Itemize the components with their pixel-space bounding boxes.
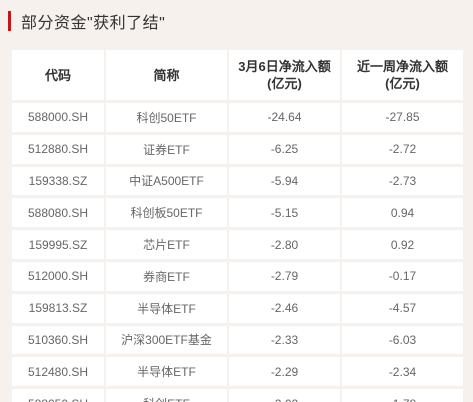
header-week-inflow: 近一周净流入额 (亿元) <box>340 50 463 100</box>
header-name: 简称 <box>104 50 227 100</box>
cell-name: 券商ETF <box>104 261 227 291</box>
fund-flow-table: 代码 简称 3月6日净流入额 (亿元) 近一周净流入额 (亿元) 588000.… <box>12 47 463 402</box>
cell-code: 588000.SH <box>12 103 104 132</box>
cell-week-inflow: -2.73 <box>340 166 463 196</box>
cell-week-inflow: 0.92 <box>340 230 463 259</box>
cell-week-inflow: -1.78 <box>340 389 463 402</box>
cell-mar6-inflow: -24.64 <box>227 103 340 132</box>
header-mar6-inflow: 3月6日净流入额 (亿元) <box>227 50 340 100</box>
cell-code: 159338.SZ <box>12 166 104 196</box>
cell-name: 中证A500ETF <box>104 166 227 196</box>
header-code: 代码 <box>12 50 104 100</box>
table-row: 510360.SH 沪深300ETF基金 -2.33 -6.03 <box>12 325 463 355</box>
cell-mar6-inflow: -2.29 <box>227 357 340 387</box>
cell-mar6-inflow: -6.25 <box>227 134 340 164</box>
cell-code: 588050.SH <box>12 389 104 402</box>
cell-code: 512000.SH <box>12 261 104 291</box>
cell-week-inflow: -0.17 <box>340 261 463 291</box>
cell-week-inflow: -27.85 <box>340 103 463 132</box>
cell-name: 科创50ETF <box>104 103 227 132</box>
table-row: 512480.SH 半导体ETF -2.29 -2.34 <box>12 357 463 387</box>
cell-code: 159813.SZ <box>12 293 104 323</box>
cell-name: 芯片ETF <box>104 230 227 259</box>
cell-week-inflow: -2.34 <box>340 357 463 387</box>
cell-code: 588080.SH <box>12 198 104 228</box>
cell-code: 159995.SZ <box>12 230 104 259</box>
cell-name: 沪深300ETF基金 <box>104 325 227 355</box>
title-accent-bar <box>8 11 11 31</box>
cell-name: 科创ETF <box>104 389 227 402</box>
table-row: 512880.SH 证券ETF -6.25 -2.72 <box>12 134 463 164</box>
cell-week-inflow: -2.72 <box>340 134 463 164</box>
cell-name: 半导体ETF <box>104 293 227 323</box>
table-row: 159338.SZ 中证A500ETF -5.94 -2.73 <box>12 166 463 196</box>
cell-week-inflow: -4.57 <box>340 293 463 323</box>
header-week-label: 近一周净流入额 <box>356 59 448 74</box>
table-body: 588000.SH 科创50ETF -24.64 -27.85 512880.SH 证券E… <box>12 103 463 402</box>
cell-week-inflow: 0.94 <box>340 198 463 228</box>
cell-week-inflow: -6.03 <box>340 325 463 355</box>
cell-mar6-inflow: -2.33 <box>227 325 340 355</box>
cell-name: 半导体ETF <box>104 357 227 387</box>
table-row: 159995.SZ 芯片ETF -2.80 0.92 <box>12 230 463 259</box>
page-title: 部分资金"获利了结" <box>21 15 166 32</box>
header-week-unit: (亿元) <box>385 76 420 91</box>
cell-mar6-inflow: -2.79 <box>227 261 340 291</box>
table-row: 588000.SH 科创50ETF -24.64 -27.85 <box>12 103 463 132</box>
table-row: 159813.SZ 半导体ETF -2.46 -4.57 <box>12 293 463 323</box>
cell-name: 科创板50ETF <box>104 198 227 228</box>
cell-mar6-inflow: -2.02 <box>227 389 340 402</box>
table-row: 588050.SH科创ETF-2.02-1.78 <box>12 389 463 402</box>
cell-mar6-inflow: -2.80 <box>227 230 340 259</box>
cell-mar6-inflow: -5.94 <box>227 166 340 196</box>
header-mar6-unit: (亿元) <box>267 76 302 91</box>
table-row: 512000.SH 券商ETF -2.79 -0.17 <box>12 261 463 291</box>
cell-mar6-inflow: -2.46 <box>227 293 340 323</box>
cell-code: 512480.SH <box>12 357 104 387</box>
cell-mar6-inflow: -5.15 <box>227 198 340 228</box>
cell-code: 512880.SH <box>12 134 104 164</box>
title-block: 部分资金"获利了结" <box>8 10 165 32</box>
table-header-row: 代码 简称 3月6日净流入额 (亿元) 近一周净流入额 (亿元) <box>12 50 463 100</box>
cell-code: 510360.SH <box>12 325 104 355</box>
table-row: 588080.SH 科创板50ETF -5.15 0.94 <box>12 198 463 228</box>
cell-name: 证券ETF <box>104 134 227 164</box>
header-mar6-label: 3月6日净流入额 <box>238 59 331 74</box>
